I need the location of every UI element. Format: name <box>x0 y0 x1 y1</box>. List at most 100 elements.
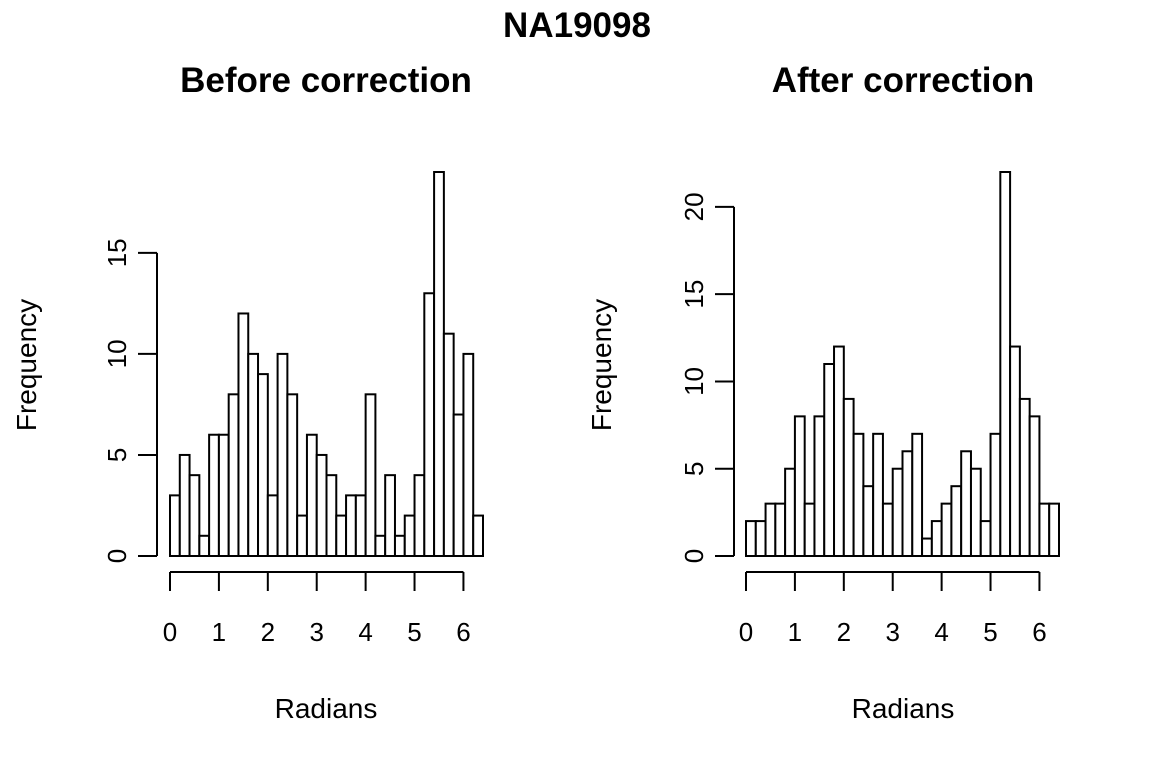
histogram-bar <box>999 171 1012 557</box>
histogram-bar <box>813 415 826 558</box>
histogram-bar <box>1028 415 1041 558</box>
x-tick-label: 2 <box>837 617 851 647</box>
panel-before-correction: Before correction 0 1 2 3 4 5 6 0 5 10 15 Radians… <box>11 61 484 724</box>
y-tick-label: 15 <box>679 280 709 309</box>
bars-after <box>745 171 1060 558</box>
histogram-bar <box>423 292 436 557</box>
histogram-bar <box>335 514 348 557</box>
y-tick-label: 5 <box>679 461 709 475</box>
histogram-bar <box>237 312 250 558</box>
histogram-bar <box>315 453 328 557</box>
y-axis-before: 0 5 10 15 <box>102 238 158 563</box>
histogram-bar <box>227 393 240 557</box>
histogram-bar <box>266 494 279 557</box>
x-axis-label-after: Radians <box>852 693 955 724</box>
histogram-bar <box>901 450 914 558</box>
x-tick-label: 3 <box>885 617 899 647</box>
x-tick-label: 3 <box>309 617 323 647</box>
y-tick-label: 20 <box>679 192 709 221</box>
histogram-bar <box>881 502 894 557</box>
histogram-bar <box>930 520 943 557</box>
histogram-bar <box>823 363 836 557</box>
histogram-bar <box>852 432 865 557</box>
panel-title-after: After correction <box>772 61 1035 100</box>
histogram-bar <box>833 345 845 557</box>
histogram-bar <box>413 474 426 557</box>
x-tick-label: 5 <box>407 617 421 647</box>
histogram-bar <box>305 433 318 558</box>
histogram-bar <box>178 453 191 557</box>
histogram-bar <box>442 332 455 557</box>
y-tick-label: 15 <box>102 238 132 267</box>
histogram-bar <box>325 474 338 557</box>
histogram-bar <box>774 502 787 557</box>
y-tick-label: 10 <box>102 339 132 368</box>
x-tick-label: 6 <box>1032 617 1046 647</box>
histogram-bar <box>462 352 475 558</box>
histogram-bar <box>784 467 796 557</box>
histogram-bar <box>950 485 963 558</box>
x-axis-after: 0 1 2 3 4 5 6 <box>739 571 1047 647</box>
histogram-bar <box>208 433 220 558</box>
x-tick-label: 1 <box>788 617 802 647</box>
histogram-bar <box>354 494 367 557</box>
histogram-bar <box>979 520 992 557</box>
histogram-bar <box>872 432 884 557</box>
histogram-bar <box>188 474 201 557</box>
histogram-bar <box>296 514 308 557</box>
y-axis-after: 0 5 10 15 20 <box>679 192 735 563</box>
histogram-bar <box>960 450 972 558</box>
histogram-bar <box>169 494 181 557</box>
x-tick-label: 4 <box>934 617 948 647</box>
y-axis-label-before: Frequency <box>11 299 42 431</box>
histogram-bar <box>217 433 230 558</box>
x-tick-label: 0 <box>739 617 753 647</box>
x-tick-label: 0 <box>163 617 177 647</box>
panel-after-correction: After correction 0 1 2 3 4 5 6 0 5 10 15 20 Radian… <box>586 61 1060 724</box>
histogram-bar <box>472 514 484 557</box>
histogram-bar <box>247 352 260 558</box>
histogram-bar <box>803 502 816 557</box>
y-tick-label: 5 <box>102 448 132 462</box>
histogram-bar <box>364 393 377 557</box>
histogram-bar <box>754 520 767 557</box>
histogram-bar <box>969 467 982 557</box>
histogram-bar <box>1038 502 1051 557</box>
panel-title-before: Before correction <box>180 61 472 100</box>
histogram-bar <box>921 537 933 558</box>
histogram-bar <box>403 514 416 557</box>
histogram-bar <box>198 534 211 558</box>
histogram-bar <box>384 474 396 557</box>
x-axis-label-before: Radians <box>275 693 378 724</box>
histogram-bar <box>1009 345 1021 557</box>
histogram-bar <box>257 373 269 557</box>
histogram-bar <box>911 432 924 557</box>
histogram-bar <box>276 352 289 558</box>
histogram-bar <box>793 415 806 558</box>
histogram-bar <box>345 494 357 557</box>
histogram-bar <box>1018 397 1031 557</box>
x-tick-label: 2 <box>261 617 275 647</box>
x-tick-label: 1 <box>212 617 226 647</box>
x-axis-before: 0 1 2 3 4 5 6 <box>163 571 471 647</box>
histogram-bar <box>433 171 445 557</box>
histogram-bar <box>286 393 299 557</box>
histogram-bar <box>842 397 855 557</box>
histogram-bar <box>374 534 387 558</box>
histogram-bar <box>940 502 953 557</box>
x-tick-label: 5 <box>983 617 997 647</box>
histogram-bar <box>745 520 757 557</box>
histogram-bar <box>764 502 777 557</box>
bars-before <box>169 171 484 558</box>
y-tick-label: 10 <box>679 367 709 396</box>
x-tick-label: 4 <box>358 617 372 647</box>
histogram-bar <box>989 432 1002 557</box>
y-tick-label: 0 <box>102 549 132 563</box>
x-tick-label: 6 <box>456 617 470 647</box>
histogram-bar <box>1048 502 1060 557</box>
figure-title: NA19098 <box>503 6 651 45</box>
y-tick-label: 0 <box>679 549 709 563</box>
histogram-bar <box>862 485 875 558</box>
y-axis-label-after: Frequency <box>586 299 617 431</box>
